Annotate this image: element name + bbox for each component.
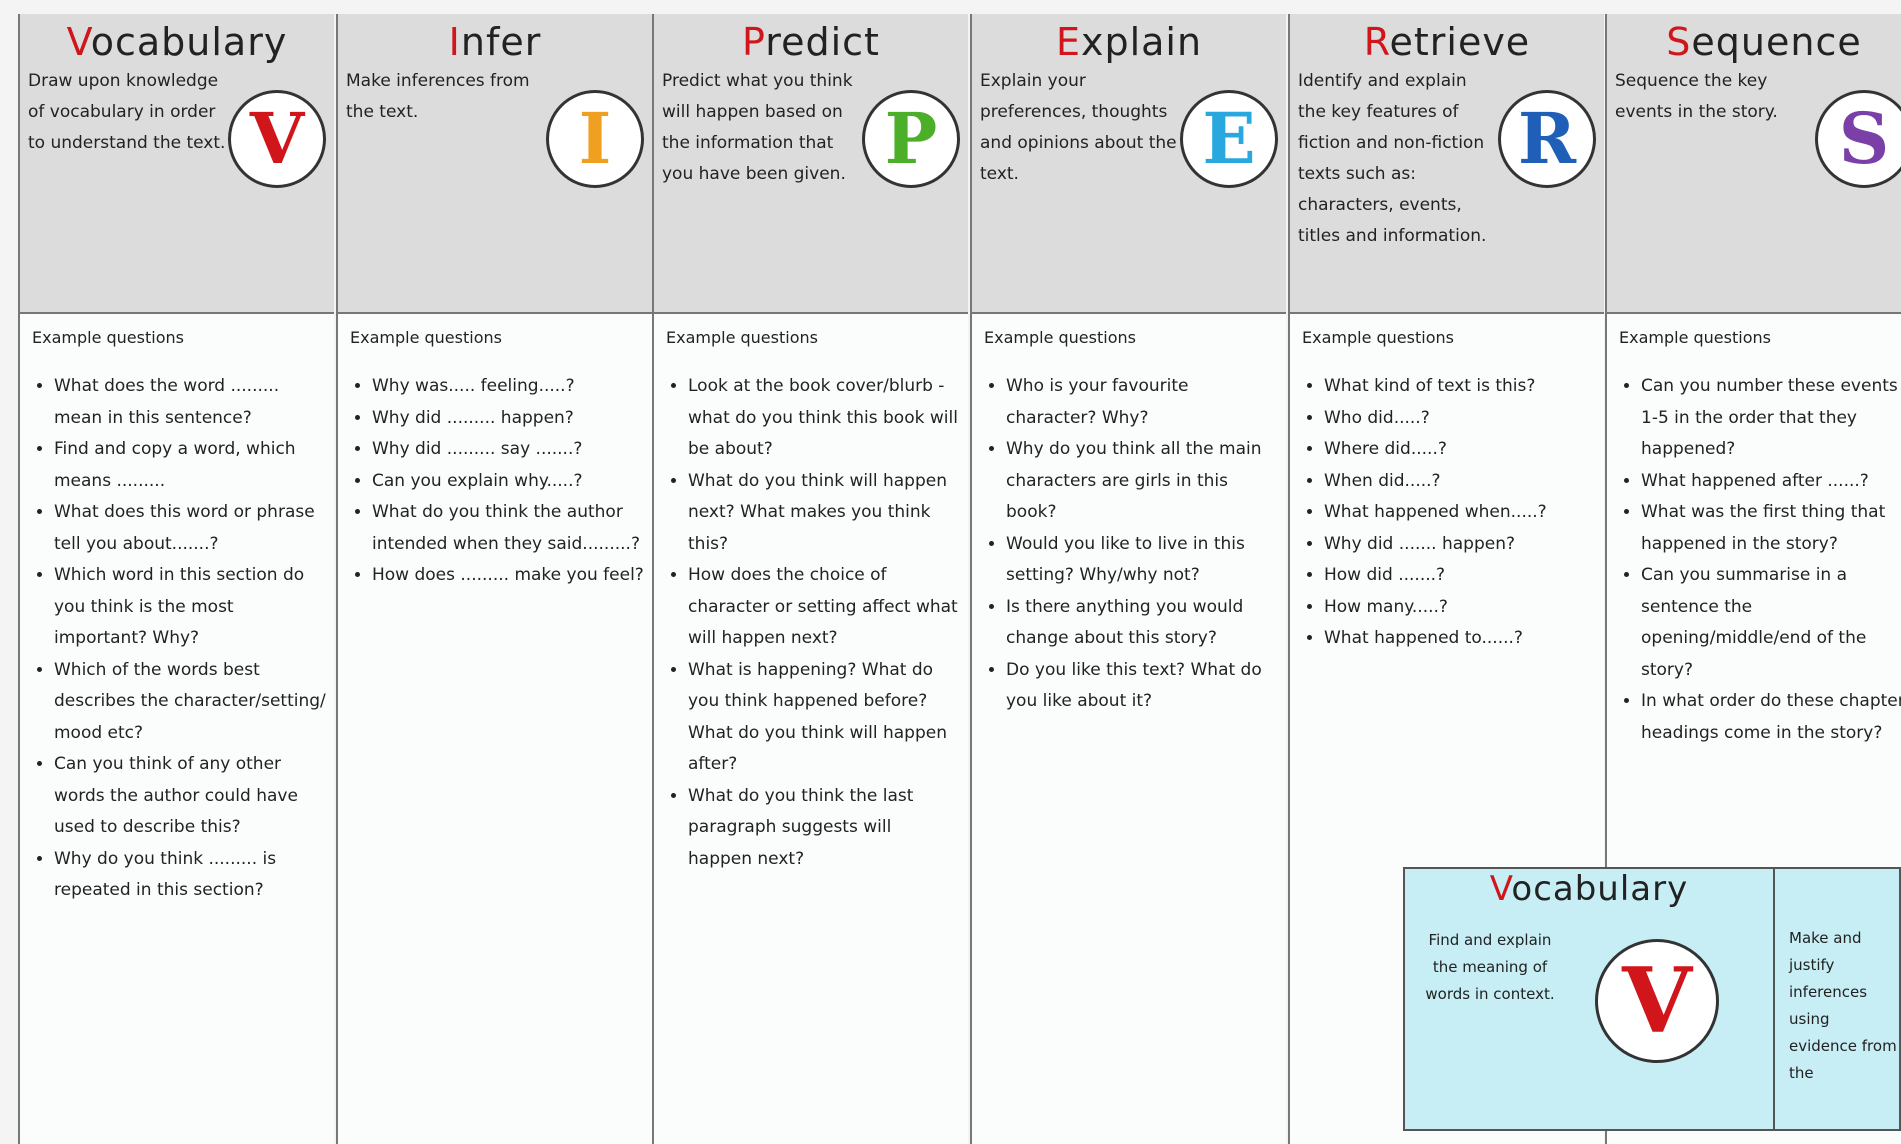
question: What was the first thing that happened i…	[1641, 497, 1901, 560]
examples-label: Example questions	[32, 328, 184, 347]
column: Vocabulary Draw upon knowledge of vocabul…	[18, 14, 334, 1144]
heading-initial: V	[1489, 869, 1512, 909]
question: What do you think the author intended wh…	[372, 497, 644, 560]
question: How did .......?	[1324, 560, 1596, 592]
heading-rest: etrieve	[1389, 20, 1531, 64]
column-header: Predict Predict what you think will happe…	[654, 14, 968, 314]
question: How many.....?	[1324, 592, 1596, 624]
heading: Vocabulary	[1405, 869, 1773, 909]
question: In what order do these chapter headings …	[1641, 686, 1901, 749]
question: Look at the book cover/blurb - what do y…	[688, 371, 960, 466]
column: Explain Explain your preferences, thought…	[970, 14, 1286, 1144]
icon: S	[1815, 90, 1901, 188]
column-header: Vocabulary Draw upon knowledge of vocabul…	[20, 14, 334, 314]
description: Predict what you think will happen based…	[662, 71, 853, 184]
heading-initial: I	[448, 20, 461, 64]
icon: E	[1180, 90, 1278, 188]
question: Which word in this section do you think …	[54, 560, 326, 655]
icon: V	[228, 90, 326, 188]
question: Would you like to live in this setting? …	[1006, 529, 1278, 592]
column-header: Sequence Sequence the key events in the s…	[1607, 14, 1901, 314]
question: Which of the words best describes the ch…	[54, 655, 326, 750]
icon: R	[1498, 90, 1596, 188]
question: Can you think of any other words the aut…	[54, 749, 326, 844]
column: Infer Make inferences from the text. I Exam…	[336, 14, 652, 1144]
question: What happened when.....?	[1324, 497, 1596, 529]
description: Explain your preferences, thoughts and o…	[980, 71, 1177, 184]
question: Why did ....... happen?	[1324, 529, 1596, 561]
question: Where did.....?	[1324, 434, 1596, 466]
question: Can you number these events 1-5 in the o…	[1641, 371, 1901, 466]
heading: Sequence	[1615, 14, 1901, 64]
question: Find and copy a word, which means ......…	[54, 434, 326, 497]
question-list: Look at the book cover/blurb - what do y…	[654, 371, 968, 875]
heading-initial: V	[66, 20, 91, 64]
examples-label: Example questions	[666, 328, 818, 347]
column: Retrieve Identify and explain the key fea…	[1288, 14, 1604, 1144]
question-list: Why was..... feeling.....?Why did ......…	[338, 371, 652, 592]
column-header: Retrieve Identify and explain the key fea…	[1290, 14, 1604, 314]
heading-rest: redict	[765, 20, 880, 64]
question: What happened to......?	[1324, 623, 1596, 655]
question: What do you think will happen next? What…	[688, 466, 960, 561]
examples-label: Example questions	[984, 328, 1136, 347]
question: What do you think the last paragraph sug…	[688, 781, 960, 876]
question: How does the choice of character or sett…	[688, 560, 960, 655]
question-list: What kind of text is this?Who did.....?W…	[1290, 371, 1604, 655]
question: Do you like this text? What do you like …	[1006, 655, 1278, 718]
description: Make inferences from the text.	[346, 71, 530, 122]
heading-rest: equence	[1691, 20, 1862, 64]
question: What happened after ......?	[1641, 466, 1901, 498]
question: Why do you think all the main characters…	[1006, 434, 1278, 529]
question-list: Can you number these events 1-5 in the o…	[1607, 371, 1901, 749]
separator	[1773, 869, 1775, 1129]
column-header: Explain Explain your preferences, thought…	[972, 14, 1286, 314]
question: Why do you think ......... is repeated i…	[54, 844, 326, 907]
question: What does this word or phrase tell you a…	[54, 497, 326, 560]
heading: Retrieve	[1298, 14, 1596, 64]
examples-label: Example questions	[1302, 328, 1454, 347]
icon: P	[862, 90, 960, 188]
examples-label: Example questions	[350, 328, 502, 347]
heading-initial: S	[1666, 20, 1692, 64]
heading-rest: xplain	[1080, 20, 1203, 64]
question: What does the word ......... mean in thi…	[54, 371, 326, 434]
heading-rest: nfer	[460, 20, 542, 64]
question: Why did ......... say .......?	[372, 434, 644, 466]
heading-initial: E	[1055, 20, 1081, 64]
heading-rest: ocabulary	[1511, 869, 1689, 909]
heading-initial: P	[742, 20, 766, 64]
question: Why was..... feeling.....?	[372, 371, 644, 403]
question-list: What does the word ......... mean in thi…	[20, 371, 334, 907]
description: Sequence the key events in the story.	[1615, 71, 1778, 122]
heading-rest: ocabulary	[90, 20, 288, 64]
question: How does ......... make you feel?	[372, 560, 644, 592]
question: Who did.....?	[1324, 403, 1596, 435]
heading: Explain	[980, 14, 1278, 64]
card-description: Find and explain the meaning of words in…	[1425, 931, 1555, 1003]
column-header: Infer Make inferences from the text. I	[338, 14, 652, 314]
heading: Vocabulary	[28, 14, 326, 64]
heading: Predict	[662, 14, 960, 64]
description: Identify and explain the key features of…	[1298, 71, 1487, 246]
column: Predict Predict what you think will happe…	[652, 14, 968, 1144]
card: Vocabulary Find and explain the meaning o…	[1403, 867, 1901, 1131]
question: When did.....?	[1324, 466, 1596, 498]
question: What kind of text is this?	[1324, 371, 1596, 403]
heading: Infer	[346, 14, 644, 64]
description: Draw upon knowledge of vocabulary in ord…	[28, 71, 226, 153]
question: Can you summarise in a sentence the open…	[1641, 560, 1901, 686]
examples-label: Example questions	[1619, 328, 1771, 347]
question: Is there anything you would change about…	[1006, 592, 1278, 655]
question: Who is your favourite character? Why?	[1006, 371, 1278, 434]
question: Why did ......... happen?	[372, 403, 644, 435]
question: What is happening? What do you think hap…	[688, 655, 960, 781]
icon: I	[546, 90, 644, 188]
heading-initial: R	[1363, 20, 1390, 64]
question-list: Who is your favourite character? Why?Why…	[972, 371, 1286, 718]
question: Can you explain why.....?	[372, 466, 644, 498]
icon: V	[1595, 939, 1719, 1063]
next-description: Make and justify inferences using eviden…	[1789, 929, 1897, 1082]
